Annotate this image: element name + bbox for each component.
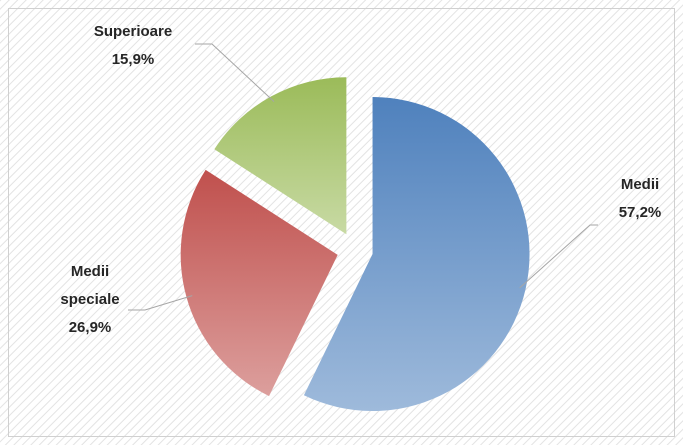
pie-slice bbox=[214, 77, 347, 235]
data-label: Superioare 15,9% bbox=[70, 18, 196, 74]
chart-border bbox=[8, 8, 675, 437]
data-label: Medii speciale 26,9% bbox=[40, 258, 140, 342]
pie-slice bbox=[180, 169, 338, 397]
value-label: 26,9% bbox=[68, 319, 112, 336]
data-label: Medii 57,2% bbox=[600, 171, 680, 227]
category-label: Superioare bbox=[93, 23, 173, 40]
leader-line bbox=[519, 224, 598, 289]
leader-line bbox=[128, 295, 193, 311]
pie-slice bbox=[303, 97, 530, 412]
leader-line bbox=[195, 43, 275, 103]
category-label: Medii speciale bbox=[60, 263, 120, 308]
value-label: 57,2% bbox=[618, 204, 662, 221]
category-label: Medii bbox=[620, 176, 660, 193]
value-label: 15,9% bbox=[111, 51, 155, 68]
